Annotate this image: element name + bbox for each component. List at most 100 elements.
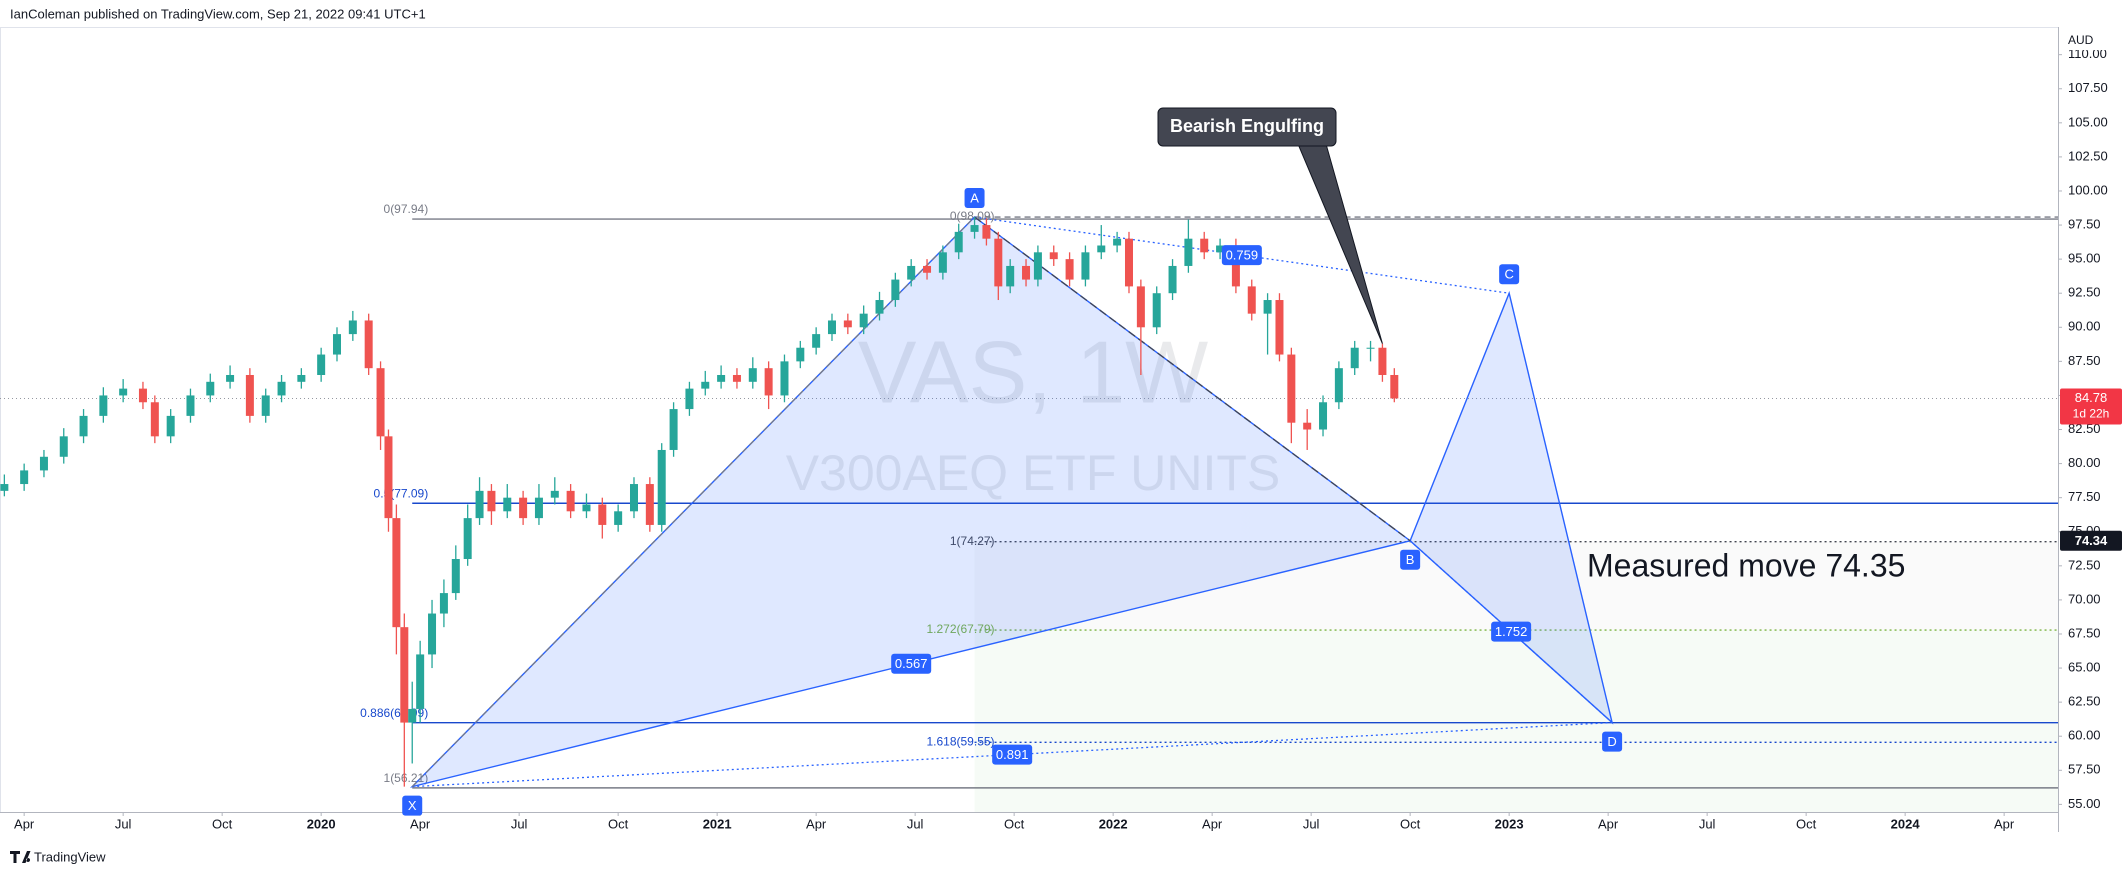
candle-body (463, 518, 472, 560)
y-tick-label: 105.00 (2068, 114, 2108, 129)
x-tick-label: Apr (1202, 816, 1223, 831)
y-tick-label: 95.00 (2068, 251, 2101, 266)
candle-body (332, 334, 341, 355)
candle-body (982, 225, 991, 239)
candle-body (138, 388, 147, 403)
candle-body (99, 395, 108, 416)
fib-zone-upper (974, 541, 2058, 631)
ratio-badge (992, 744, 1033, 765)
fib-level-label: 1(74.27) (950, 534, 995, 548)
y-tick-label: 100.00 (2068, 182, 2108, 197)
pattern-xa-dashed (411, 216, 976, 788)
y-tick-label: 87.50 (2068, 353, 2101, 368)
last-price-tag (2060, 388, 2122, 425)
x-tick-label: Jul (907, 816, 924, 831)
marked-price-label: 74.34 (2075, 533, 2108, 548)
point-badge (1400, 549, 1421, 570)
candle-body (827, 320, 836, 335)
candle-body (764, 368, 773, 396)
candle-body (277, 381, 286, 396)
candle-body (1287, 354, 1296, 423)
x-tick-label: Apr (1598, 816, 1619, 831)
candle-body (1231, 245, 1240, 287)
candle-body (206, 381, 215, 396)
point-label: B (1406, 552, 1415, 567)
candle-body (843, 320, 852, 328)
y-tick-label: 57.50 (2068, 762, 2101, 777)
candle-body (451, 559, 460, 594)
x-tick-label: Oct (1796, 816, 1817, 831)
candle-body (1184, 238, 1193, 266)
candle-body (150, 402, 159, 437)
candle-body (119, 388, 128, 396)
candle-body (1006, 265, 1015, 287)
y-tick-label: 77.50 (2068, 489, 2101, 504)
candle-body (669, 409, 678, 450)
candle-body (1350, 347, 1359, 369)
candle-body (519, 497, 528, 519)
candle-body (297, 374, 306, 382)
x-tick-label: Jul (511, 816, 528, 831)
candle-body (1033, 252, 1042, 280)
candle-body (59, 436, 68, 457)
ratio-badge (1491, 621, 1532, 642)
candle-body (645, 484, 654, 525)
candle-body (1275, 300, 1284, 355)
candle-body (79, 415, 88, 437)
x-tick-label: Oct (1400, 816, 1421, 831)
point-badge (402, 795, 423, 816)
y-tick-label: 92.50 (2068, 285, 2101, 300)
y-tick-label: 55.00 (2068, 796, 2101, 811)
x-tick-label: Jul (1699, 816, 1716, 831)
ratio-label: 0.567 (895, 656, 928, 671)
x-tick-label: 2023 (1495, 816, 1524, 831)
candle-body (812, 334, 821, 348)
callout-text: Bearish Engulfing (1170, 116, 1324, 136)
callout-box (1157, 107, 1337, 147)
candle-body (1334, 368, 1343, 403)
fib-level-label: 0(98.09) (950, 209, 995, 223)
candle-body (1124, 238, 1133, 287)
x-tick-label: Apr (1994, 816, 2015, 831)
candle-body (970, 225, 979, 232)
ratio-label: 1.752 (1495, 624, 1528, 639)
ratio-badge (1221, 245, 1262, 266)
footer-brand: TradingView (10, 849, 106, 864)
candle-body (1081, 252, 1090, 280)
candle-body (376, 368, 385, 437)
candle-body (1049, 252, 1058, 260)
candle-body (408, 708, 417, 723)
candle-body (39, 456, 48, 471)
currency-label: AUD (2068, 33, 2094, 47)
candle-body (503, 497, 512, 512)
fib-level-label: 0(97.94) (384, 202, 429, 216)
candle-body (732, 374, 741, 382)
y-tick-label: 60.00 (2068, 728, 2101, 743)
ratio-label: 0.891 (996, 747, 1029, 762)
x-tick-label: Apr (806, 816, 827, 831)
candle-body (1065, 259, 1074, 280)
point-badge (1499, 264, 1520, 285)
y-tick-label: 62.50 (2068, 694, 2101, 709)
pattern-ac (974, 216, 1510, 294)
candle-body (582, 504, 591, 512)
x-tick-label: Jul (1303, 816, 1320, 831)
candle-body (226, 374, 235, 382)
candle-body (428, 613, 437, 655)
candle-body (1097, 245, 1106, 253)
candle-body (1390, 374, 1399, 399)
countdown-label: 1d 22h (2073, 407, 2110, 421)
pattern-ab-dashed (974, 216, 1411, 542)
candle-body (186, 395, 195, 416)
point-badge (964, 188, 985, 209)
fib-level-label: 1.272(67.79) (926, 622, 994, 636)
x-tick-label: 2021 (703, 816, 732, 831)
candle-body (439, 593, 448, 614)
candle-body (245, 374, 254, 416)
candle-body (685, 388, 694, 410)
candle-body (392, 518, 401, 628)
currency-bg (2060, 30, 2122, 50)
candle-body (657, 449, 666, 525)
